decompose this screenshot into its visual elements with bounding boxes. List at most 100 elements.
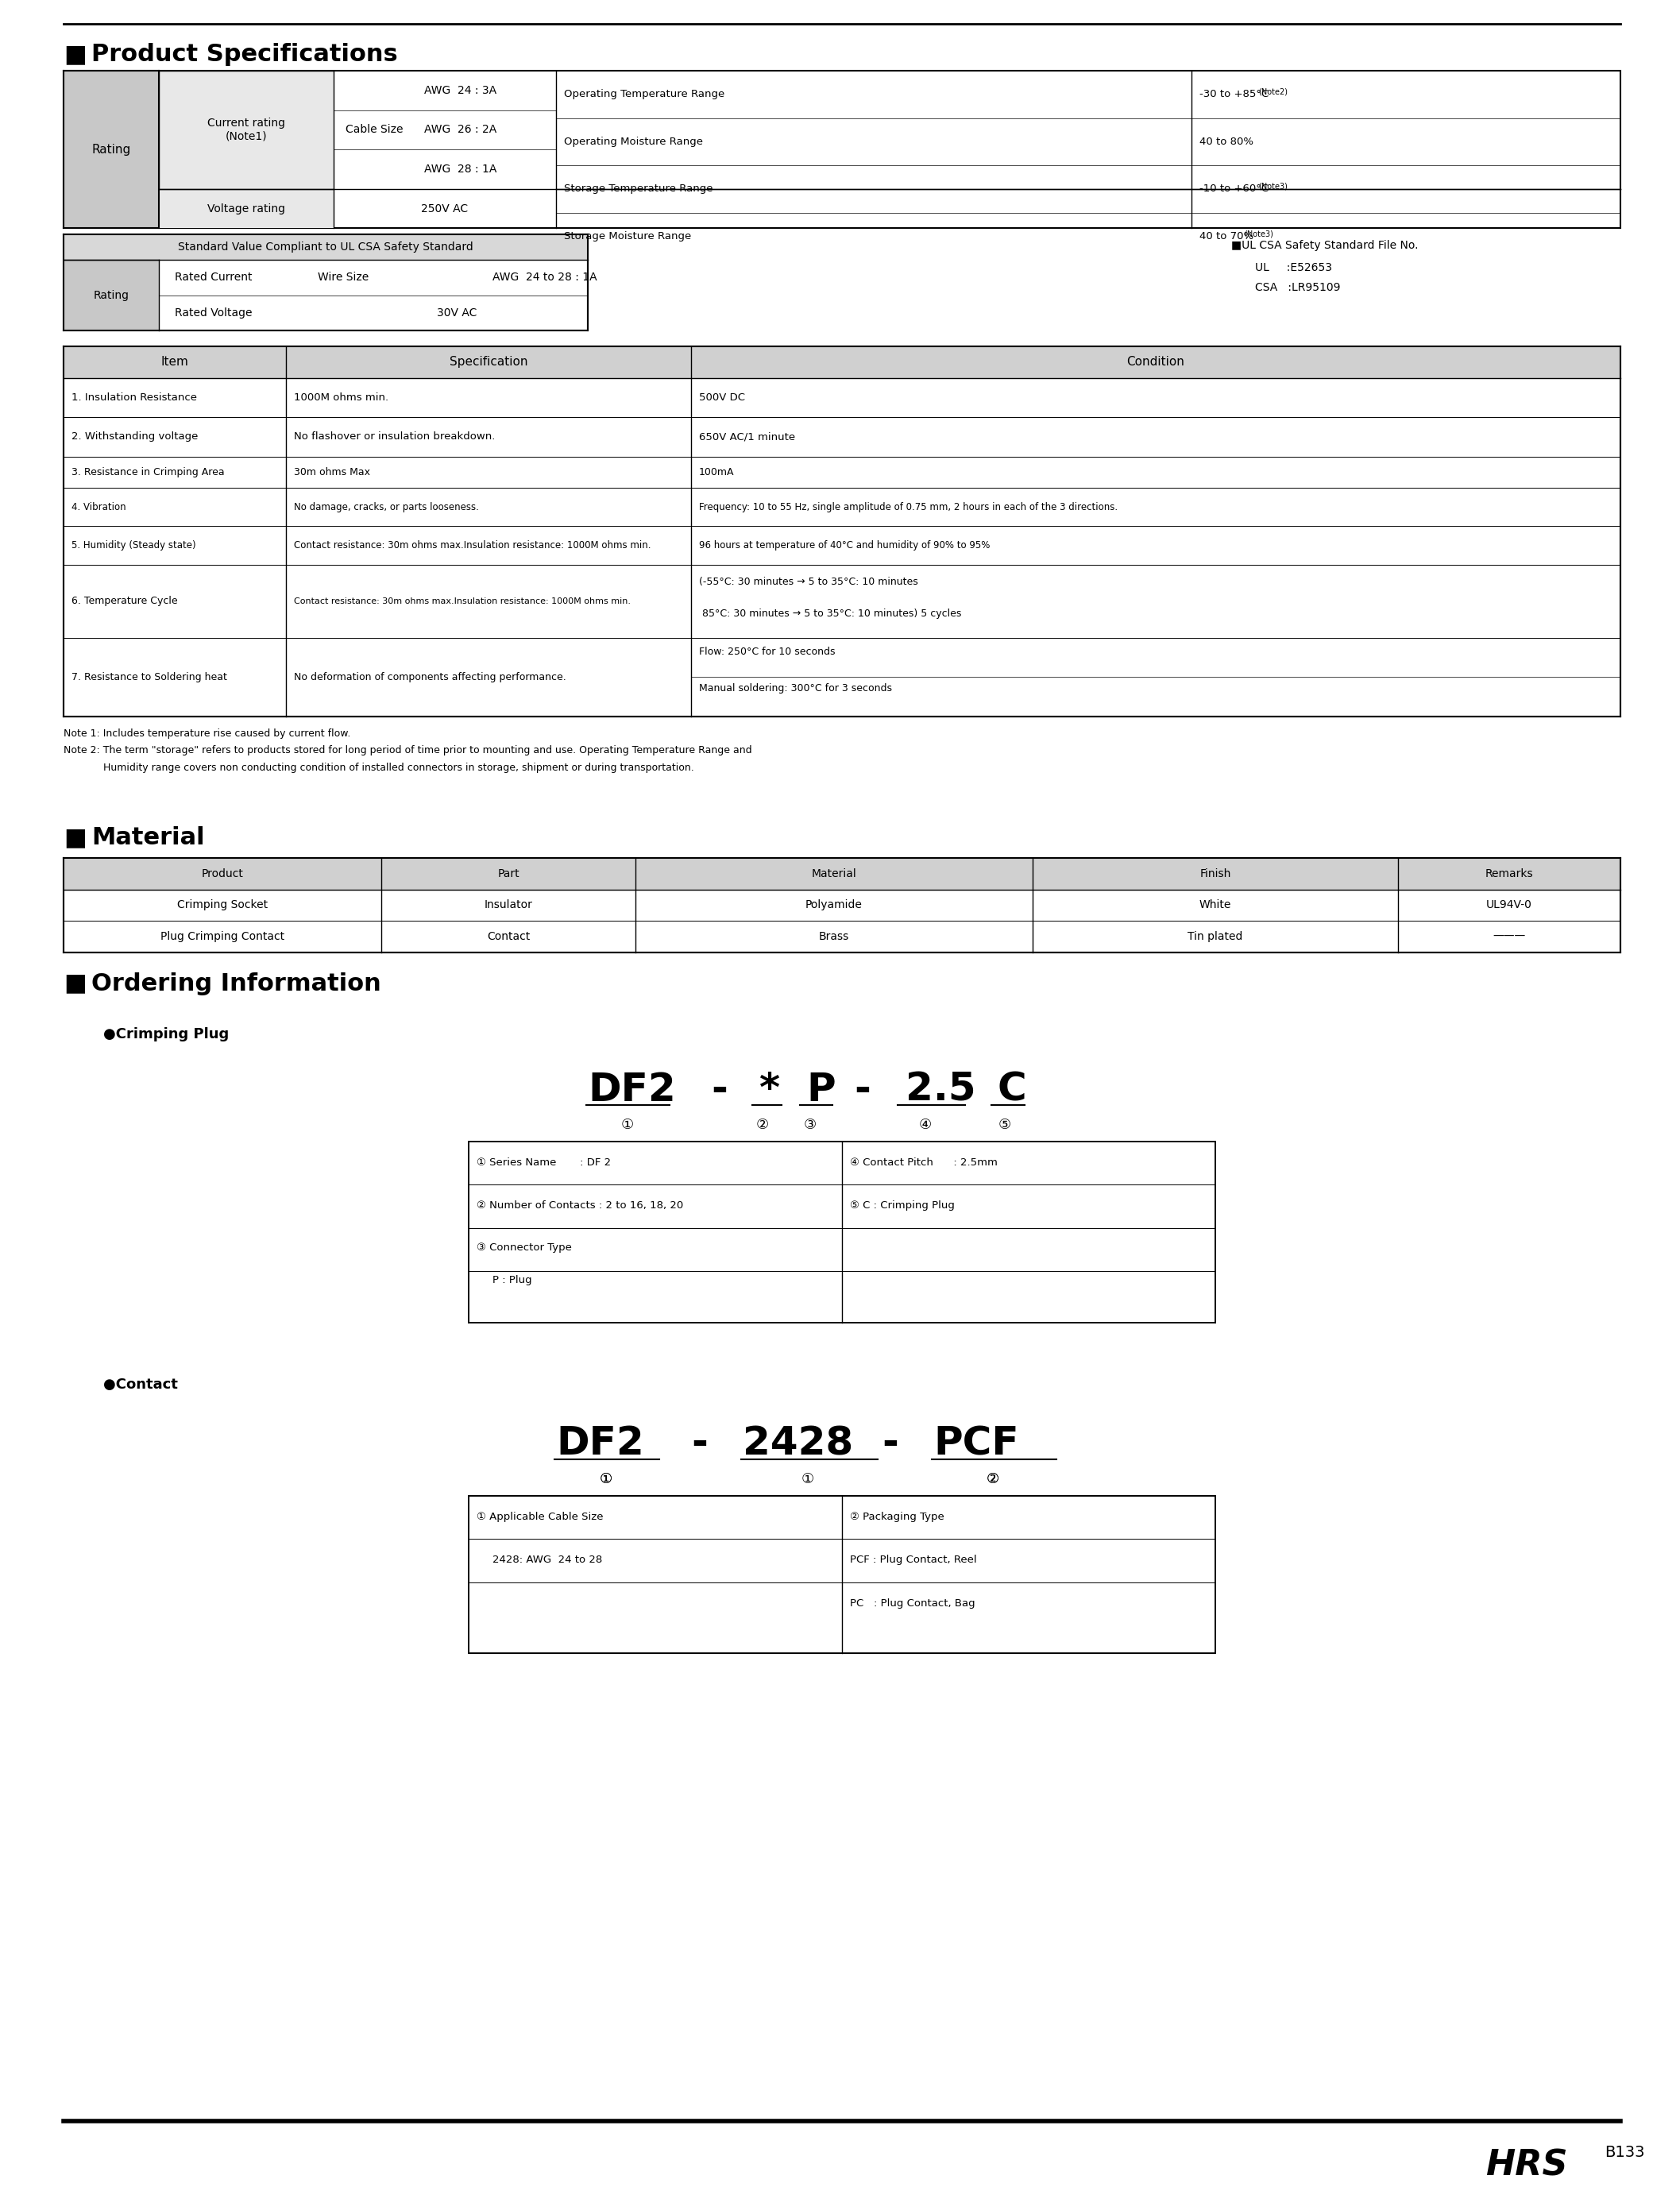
Text: PCF: PCF <box>934 1424 1018 1463</box>
Text: Contact resistance: 30m ohms max.Insulation resistance: 1000M ohms min.: Contact resistance: 30m ohms max.Insulat… <box>294 540 650 551</box>
Text: -: - <box>711 1069 727 1109</box>
Text: 4. Vibration: 4. Vibration <box>72 501 126 512</box>
Text: 96 hours at temperature of 40°C and humidity of 90% to 95%: 96 hours at temperature of 40°C and humi… <box>699 540 990 551</box>
Bar <box>64 346 1621 717</box>
Bar <box>469 1142 1215 1323</box>
Text: Material: Material <box>91 827 205 849</box>
Bar <box>64 260 160 330</box>
Text: Humidity range covers non conducting condition of installed connectors in storag: Humidity range covers non conducting con… <box>102 763 694 772</box>
Text: 7. Resistance to Soldering heat: 7. Resistance to Soldering heat <box>72 671 227 682</box>
Text: ■: ■ <box>64 44 86 66</box>
Text: ●Crimping Plug: ●Crimping Plug <box>102 1028 228 1041</box>
Text: Wire Size: Wire Size <box>318 271 370 282</box>
Text: 1. Insulation Resistance: 1. Insulation Resistance <box>72 391 197 402</box>
Text: ① Series Name       : DF 2: ① Series Name : DF 2 <box>477 1157 612 1168</box>
Text: ④: ④ <box>919 1118 932 1133</box>
Bar <box>160 70 334 188</box>
Bar <box>64 70 160 227</box>
Text: ① Applicable Cable Size: ① Applicable Cable Size <box>477 1511 603 1522</box>
Text: Rating: Rating <box>94 289 129 302</box>
Bar <box>64 234 588 260</box>
Text: 6. Temperature Cycle: 6. Temperature Cycle <box>72 597 178 606</box>
Text: Finish: Finish <box>1200 868 1231 879</box>
Text: 3. Resistance in Crimping Area: 3. Resistance in Crimping Area <box>72 468 225 477</box>
Text: ⑤ C : Crimping Plug: ⑤ C : Crimping Plug <box>850 1201 954 1212</box>
Text: Operating Moisture Range: Operating Moisture Range <box>564 136 702 147</box>
Text: Brass: Brass <box>818 932 848 943</box>
Text: Note 1: Includes temperature rise caused by current flow.: Note 1: Includes temperature rise caused… <box>64 728 351 739</box>
Text: Standard Value Compliant to UL CSA Safety Standard: Standard Value Compliant to UL CSA Safet… <box>178 241 474 254</box>
Text: Manual soldering: 300°C for 3 seconds: Manual soldering: 300°C for 3 seconds <box>699 682 892 693</box>
Text: Condition: Condition <box>1127 356 1184 367</box>
Text: AWG  24 : 3A: AWG 24 : 3A <box>425 85 497 96</box>
Text: 40 to 80%: 40 to 80% <box>1200 136 1253 147</box>
Text: AWG  24 to 28 : 1A: AWG 24 to 28 : 1A <box>492 271 596 282</box>
Text: No damage, cracks, or parts looseness.: No damage, cracks, or parts looseness. <box>294 501 479 512</box>
Bar <box>469 1496 1215 1653</box>
Text: 250V AC: 250V AC <box>422 203 469 214</box>
Text: Part: Part <box>497 868 519 879</box>
Text: 2428: AWG  24 to 28: 2428: AWG 24 to 28 <box>492 1555 603 1566</box>
Text: UL     :E52653: UL :E52653 <box>1255 262 1332 273</box>
Text: PC   : Plug Contact, Bag: PC : Plug Contact, Bag <box>850 1599 974 1607</box>
Text: Item: Item <box>161 356 188 367</box>
Text: Polyamide: Polyamide <box>805 899 862 910</box>
Text: -: - <box>882 1424 899 1463</box>
Text: ①: ① <box>600 1472 613 1487</box>
Text: ③: ③ <box>803 1118 816 1133</box>
Text: AWG  28 : 1A: AWG 28 : 1A <box>425 164 497 175</box>
Text: Contact resistance: 30m ohms max.Insulation resistance: 1000M ohms min.: Contact resistance: 30m ohms max.Insulat… <box>294 597 630 606</box>
Text: Tin plated: Tin plated <box>1188 932 1243 943</box>
Text: (Note3): (Note3) <box>1243 230 1273 238</box>
Text: 650V AC/1 minute: 650V AC/1 minute <box>699 431 795 442</box>
Text: 500V DC: 500V DC <box>699 391 744 402</box>
Text: 40 to 70%: 40 to 70% <box>1200 232 1253 241</box>
Text: (Note3): (Note3) <box>1258 182 1289 190</box>
Text: Note 2: The term "storage" refers to products stored for long period of time pri: Note 2: The term "storage" refers to pro… <box>64 746 753 757</box>
Text: 2.5: 2.5 <box>906 1069 976 1109</box>
Text: 100mA: 100mA <box>699 468 734 477</box>
Text: P: P <box>806 1069 835 1109</box>
Text: ●Contact: ●Contact <box>102 1378 178 1391</box>
Text: Rated Voltage: Rated Voltage <box>175 308 252 319</box>
Text: White: White <box>1200 899 1231 910</box>
Text: Frequency: 10 to 55 Hz, single amplitude of 0.75 mm, 2 hours in each of the 3 di: Frequency: 10 to 55 Hz, single amplitude… <box>699 501 1117 512</box>
Text: B133: B133 <box>1604 2145 1645 2161</box>
Text: Specification: Specification <box>449 356 528 367</box>
Text: Cable Size: Cable Size <box>346 125 403 136</box>
Bar <box>64 346 1621 378</box>
Text: 2428: 2428 <box>743 1424 853 1463</box>
Bar <box>64 234 588 330</box>
Text: ■UL CSA Safety Standard File No.: ■UL CSA Safety Standard File No. <box>1231 241 1418 252</box>
Text: ③ Connector Type: ③ Connector Type <box>477 1242 571 1253</box>
Text: ②: ② <box>986 1472 1000 1487</box>
Text: 5. Humidity (Steady state): 5. Humidity (Steady state) <box>72 540 197 551</box>
Text: ② Packaging Type: ② Packaging Type <box>850 1511 944 1522</box>
Text: ①: ① <box>801 1472 815 1487</box>
Text: AWG  26 : 2A: AWG 26 : 2A <box>425 125 497 136</box>
Text: ⑤: ⑤ <box>998 1118 1011 1133</box>
Text: CSA   :LR95109: CSA :LR95109 <box>1255 282 1341 293</box>
Text: ②: ② <box>986 1472 1000 1487</box>
Text: Ordering Information: Ordering Information <box>91 971 381 995</box>
Text: Voltage rating: Voltage rating <box>207 203 286 214</box>
Text: Material: Material <box>811 868 857 879</box>
Bar <box>64 70 1621 227</box>
Text: 85°C: 30 minutes → 5 to 35°C: 10 minutes) 5 cycles: 85°C: 30 minutes → 5 to 35°C: 10 minutes… <box>699 608 961 619</box>
Bar <box>64 857 1621 890</box>
Text: ■: ■ <box>64 971 86 995</box>
Text: ④ Contact Pitch      : 2.5mm: ④ Contact Pitch : 2.5mm <box>850 1157 998 1168</box>
Text: Plug Crimping Contact: Plug Crimping Contact <box>160 932 284 943</box>
Text: ①: ① <box>622 1118 633 1133</box>
Text: 2. Withstanding voltage: 2. Withstanding voltage <box>72 431 198 442</box>
Text: Rating: Rating <box>92 144 131 155</box>
Text: P : Plug: P : Plug <box>492 1275 533 1286</box>
Bar <box>160 188 334 227</box>
Text: C: C <box>996 1069 1026 1109</box>
Text: DF2: DF2 <box>556 1424 643 1463</box>
Text: *: * <box>759 1069 780 1109</box>
Text: ———: ——— <box>1494 932 1525 943</box>
Text: Contact: Contact <box>487 932 529 943</box>
Text: Product Specifications: Product Specifications <box>91 44 398 66</box>
Text: No flashover or insulation breakdown.: No flashover or insulation breakdown. <box>294 431 496 442</box>
